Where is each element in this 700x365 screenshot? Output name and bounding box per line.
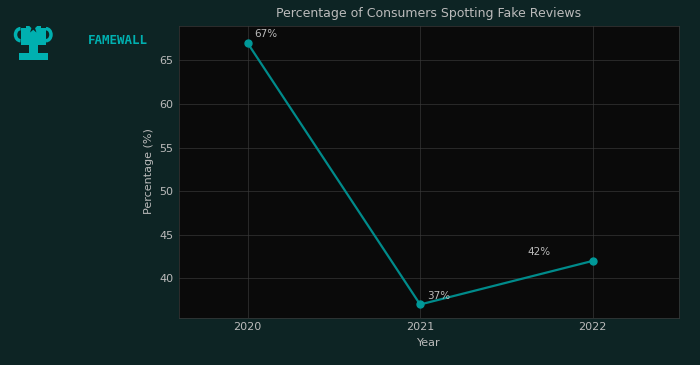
Point xyxy=(242,40,253,46)
Text: 37%: 37% xyxy=(427,291,450,301)
Text: FAMEWALL: FAMEWALL xyxy=(88,34,148,47)
Bar xyxy=(29,43,38,54)
Text: 42%: 42% xyxy=(527,247,550,257)
Title: Percentage of Consumers Spotting Fake Reviews: Percentage of Consumers Spotting Fake Re… xyxy=(276,7,581,20)
Point xyxy=(414,301,426,307)
X-axis label: Year: Year xyxy=(417,338,440,348)
Polygon shape xyxy=(29,21,38,32)
Y-axis label: Percentage (%): Percentage (%) xyxy=(144,128,154,215)
Text: 67%: 67% xyxy=(254,30,278,39)
Point xyxy=(587,258,598,264)
Bar xyxy=(19,53,48,60)
FancyBboxPatch shape xyxy=(20,26,46,45)
Bar xyxy=(41,24,46,28)
Bar xyxy=(20,24,26,28)
